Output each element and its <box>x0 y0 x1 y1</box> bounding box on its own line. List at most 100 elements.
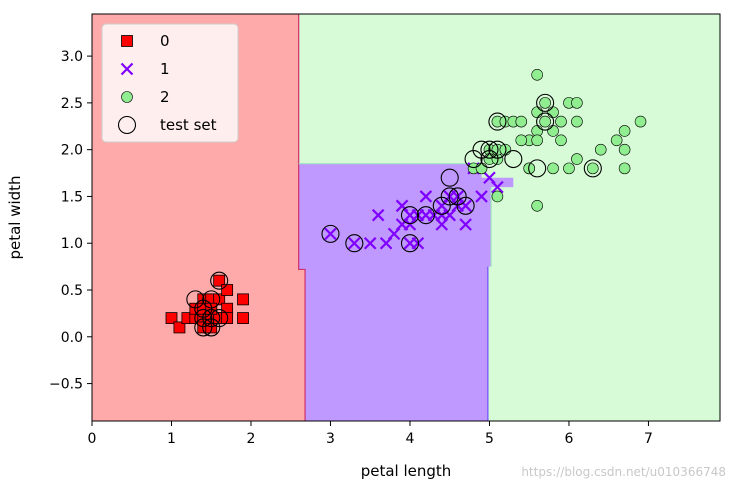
point-test-set-17 <box>456 196 475 215</box>
point-test-set-28 <box>464 149 483 169</box>
point-2-28 <box>634 115 647 128</box>
point-test-set-10 <box>345 234 364 253</box>
point-1-0 <box>324 227 337 241</box>
point-2-16 <box>547 125 559 137</box>
point-1-6-stroke-b <box>395 199 409 213</box>
point-test-set-13 <box>416 206 435 225</box>
point-1-25-stroke-b <box>483 171 496 185</box>
point-1-26-stroke-b <box>491 180 504 194</box>
y-tick-label-5: 2.0 <box>61 143 83 159</box>
y-tick-label-4: 1.5 <box>61 189 83 205</box>
point-1-3 <box>371 208 385 222</box>
point-2-23 <box>587 162 599 175</box>
point-test-set-5 <box>210 271 229 290</box>
y-tick-label-0: −0.5 <box>49 377 83 393</box>
point-test-set-26 <box>583 159 602 178</box>
point-1-26 <box>491 180 504 194</box>
point-2-9 <box>515 115 528 128</box>
point-2-35 <box>555 134 567 147</box>
point-test-set-15 <box>440 168 459 187</box>
point-2-12 <box>531 106 543 119</box>
point-1-13-stroke-b <box>419 190 433 203</box>
y-tick-label-6: 2.5 <box>61 96 83 112</box>
x-tick-label-6: 6 <box>565 431 574 447</box>
point-2-38 <box>515 134 528 147</box>
point-test-set-24 <box>528 159 547 178</box>
legend-label-2: 2 <box>160 88 170 106</box>
boundary-0-1 <box>298 14 306 421</box>
region-class-1 <box>298 163 514 421</box>
point-2-14 <box>531 200 543 212</box>
point-2-22 <box>571 153 583 165</box>
point-2-27 <box>618 143 631 156</box>
point-2-26 <box>618 125 631 137</box>
point-1-28-stroke-b <box>435 208 449 222</box>
point-1-19-stroke-b <box>451 190 464 203</box>
point-0-0 <box>165 312 178 324</box>
point-1-11 <box>411 236 425 250</box>
point-test-set-21 <box>488 140 507 159</box>
x-tick-label-5: 5 <box>485 431 494 447</box>
point-test-set-29 <box>536 112 555 131</box>
point-1-13 <box>419 190 433 203</box>
point-2-33 <box>491 190 504 203</box>
x-tick-label-2: 2 <box>247 431 256 447</box>
y-tick-label-1: 0.0 <box>61 330 83 346</box>
legend-marker-1 <box>120 62 134 76</box>
point-2-34 <box>523 162 536 175</box>
point-1-28 <box>435 208 449 222</box>
point-1-1-stroke-b <box>348 236 361 250</box>
watermark-text: https://blog.csdn.net/u010366748 <box>521 465 726 479</box>
legend-marker-1-stroke-b <box>120 62 134 76</box>
legend-label-1: 1 <box>160 60 170 78</box>
legend-marker-test-set <box>117 115 137 135</box>
point-2-29 <box>531 134 543 147</box>
point-1-3-stroke-b <box>371 208 385 222</box>
x-axis-label: petal length <box>361 462 452 480</box>
point-1-21 <box>459 199 472 213</box>
point-1-22 <box>459 218 472 231</box>
point-0-1 <box>173 321 186 334</box>
point-1-1 <box>348 236 361 250</box>
y-tick-label-2: 0.5 <box>61 283 83 299</box>
point-0-16 <box>213 274 226 287</box>
point-1-27-stroke-b <box>403 218 417 231</box>
point-0-15 <box>213 293 226 306</box>
point-2-18 <box>555 115 567 128</box>
point-2-25 <box>610 134 623 147</box>
series-test-set <box>186 93 602 337</box>
legend-box <box>101 23 239 143</box>
y-axis-label: petal width <box>6 175 24 259</box>
point-1-24 <box>475 190 488 203</box>
point-2-36 <box>571 97 583 109</box>
x-tick-label-7: 7 <box>644 431 653 447</box>
point-1-11-stroke-b <box>411 236 425 250</box>
point-0-20 <box>221 312 234 324</box>
legend-marker-0 <box>121 35 133 47</box>
x-tick-label-1: 1 <box>167 431 176 447</box>
point-test-set-3 <box>202 309 221 328</box>
point-test-set-8 <box>194 309 213 328</box>
data-points <box>165 69 647 337</box>
point-1-2-stroke-b <box>363 236 377 250</box>
point-2-21 <box>571 115 583 128</box>
plot-frame <box>91 13 721 422</box>
point-test-set-11 <box>400 234 420 253</box>
x-axis-ticks: 0 1 2 3 4 5 6 7 <box>88 421 653 447</box>
x-tick-label-3: 3 <box>326 431 335 447</box>
point-test-set-23 <box>504 149 523 169</box>
y-tick-label-7: 3.0 <box>61 49 83 65</box>
point-test-set-9 <box>321 224 340 243</box>
legend-marker-2 <box>121 91 133 103</box>
x-tick-label-4: 4 <box>406 431 415 447</box>
legend: 0 1 2 test set <box>101 23 239 143</box>
legend-label-test-set: test set <box>160 116 217 134</box>
point-1-2 <box>363 236 377 250</box>
y-tick-label-3: 1.0 <box>61 236 83 252</box>
point-1-22-stroke-b <box>459 218 472 231</box>
point-0-21 <box>237 293 249 306</box>
point-test-set-25 <box>536 93 555 112</box>
point-2-32 <box>531 69 543 81</box>
point-2-30 <box>539 115 551 128</box>
